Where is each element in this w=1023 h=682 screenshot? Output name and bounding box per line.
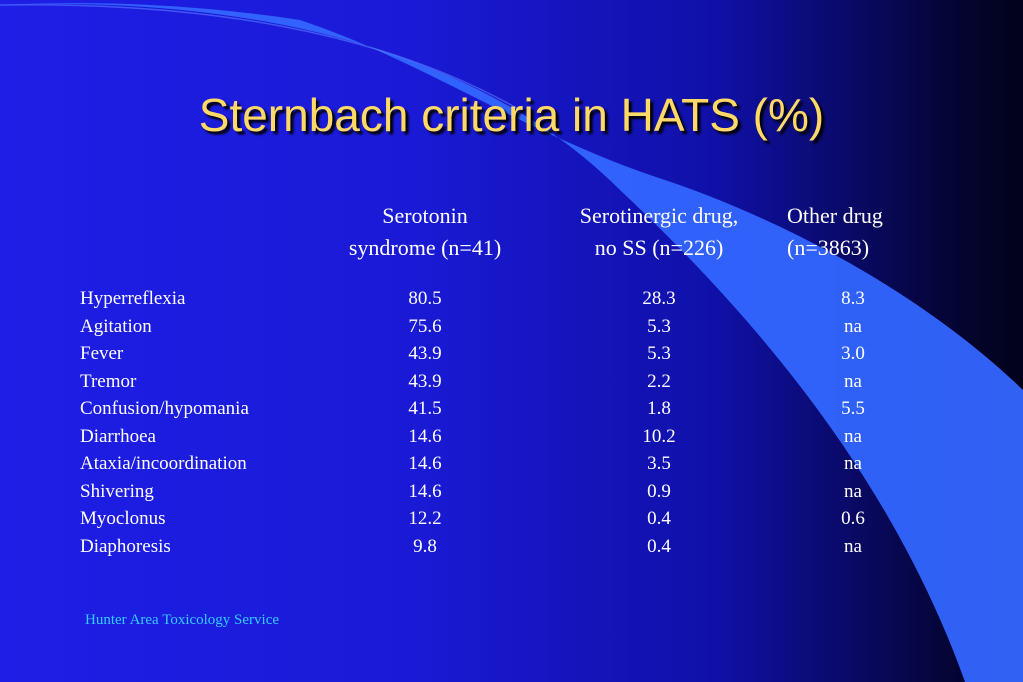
serotonin-syndrome-value: 43.9 [408,343,442,364]
serotonin-syndrome-value: 75.6 [408,315,442,337]
other-drug-value: na [844,315,862,337]
criterion-label: Myoclonus [80,508,166,529]
other-drug-value: na [844,453,862,474]
other-drug-value: 0.6 [841,508,865,529]
criterion-label: Shivering [80,480,154,502]
serotinergic-drug-value: 28.3 [642,288,676,309]
other-drug-value: 3.0 [841,343,865,364]
other-drug-value: na [844,370,862,392]
serotonin-syndrome-value: 43.9 [408,370,442,392]
header-line: (n=3863) [787,235,870,260]
serotinergic-drug-value: 3.5 [647,453,671,474]
table-row: Shivering 14.6 0.9 na [0,478,1023,506]
slide-title: Sternbach criteria in HATS (%) [198,89,825,141]
serotonin-syndrome-value: 80.5 [408,288,442,309]
other-drug-value: na [844,480,862,502]
criteria-table: Hyperreflexia 80.5 28.3 8.3 Agitation 75… [0,285,1023,560]
serotonin-syndrome-value: 14.6 [408,480,442,502]
criterion-label: Confusion/hypomania [80,398,249,419]
serotonin-syndrome-value: 14.6 [408,425,442,447]
serotonin-syndrome-value: 41.5 [408,398,442,419]
criterion-label: Diaphoresis [80,535,171,557]
other-drug-value: na [844,535,862,557]
table-row: Confusion/hypomania 41.5 1.8 5.5 [0,395,1023,423]
table-row: Agitation 75.6 5.3 na [0,313,1023,341]
other-drug-value: 5.5 [841,398,865,419]
serotonin-syndrome-value: 9.8 [413,535,437,557]
header-serotinergic-drug: Serotinergic drug, no SS (n=226) [555,200,763,264]
criterion-label: Hyperreflexia [80,288,186,309]
serotinergic-drug-value: 10.2 [642,425,676,447]
other-drug-value: na [844,425,862,447]
serotinergic-drug-value: 0.4 [647,535,671,557]
criterion-label: Agitation [80,315,152,337]
table-row: Myoclonus 12.2 0.4 0.6 [0,505,1023,533]
serotinergic-drug-value: 5.3 [647,315,671,337]
serotinergic-drug-value: 0.4 [647,508,671,529]
criterion-label: Ataxia/incoordination [80,453,247,474]
table-row: Diarrhoea 14.6 10.2 na [0,423,1023,451]
criterion-label: Fever [80,343,124,364]
table-row: Hyperreflexia 80.5 28.3 8.3 [0,285,1023,313]
header-line: Serotonin [382,203,468,228]
header-line: Other drug [787,203,883,228]
serotinergic-drug-value: 5.3 [647,343,671,364]
header-line: syndrome (n=41) [348,235,502,260]
table-row: Diaphoresis 9.8 0.4 na [0,533,1023,561]
serotinergic-drug-value: 0.9 [647,480,671,502]
header-line: no SS (n=226) [594,235,724,260]
serotonin-syndrome-value: 14.6 [408,453,442,474]
table-row: Ataxia/incoordination 14.6 3.5 na [0,450,1023,478]
footer-credit: Hunter Area Toxicology Service [85,612,280,628]
other-drug-value: 8.3 [841,288,865,309]
table-row: Tremor 43.9 2.2 na [0,368,1023,396]
header-serotonin-syndrome: Serotonin syndrome (n=41) [320,200,530,264]
header-other-drug: Other drug (n=3863) [787,200,927,264]
serotinergic-drug-value: 1.8 [647,398,671,419]
criterion-label: Diarrhoea [80,425,156,447]
header-line: Serotinergic drug, [579,203,739,228]
serotinergic-drug-value: 2.2 [647,370,671,392]
table-row: Fever 43.9 5.3 3.0 [0,340,1023,368]
serotonin-syndrome-value: 12.2 [408,508,442,529]
criterion-label: Tremor [80,370,137,392]
